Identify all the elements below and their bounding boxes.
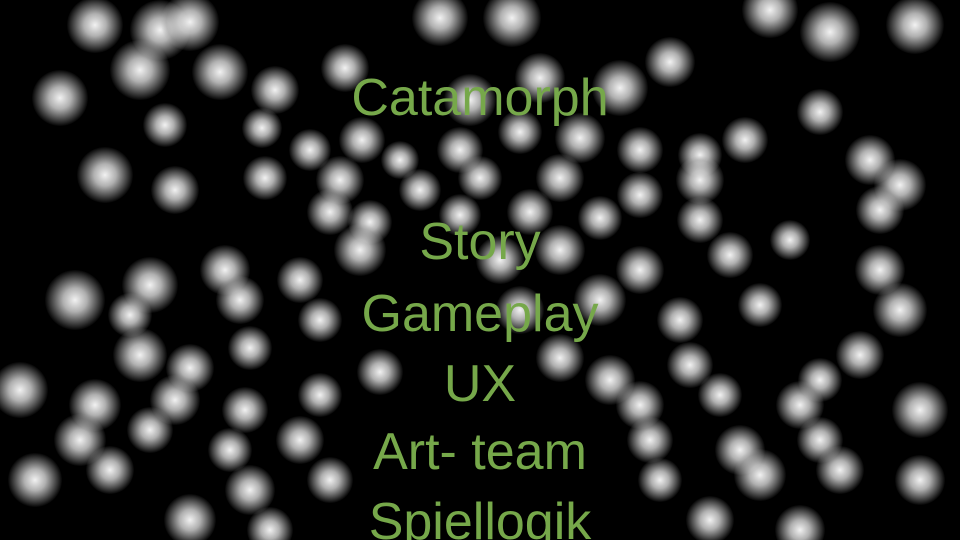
bokeh-orb <box>617 127 663 173</box>
bokeh-orb <box>8 453 62 507</box>
bokeh-orb <box>216 276 264 324</box>
bokeh-orb <box>113 328 167 382</box>
bokeh-orb <box>0 362 48 418</box>
bokeh-orb <box>657 297 703 343</box>
bokeh-orb <box>892 382 948 438</box>
bokeh-orb <box>161 0 219 51</box>
bokeh-orb <box>251 66 299 114</box>
bokeh-orb <box>321 44 369 92</box>
bokeh-orb <box>836 331 884 379</box>
bokeh-orb <box>439 194 481 236</box>
bokeh-orb <box>515 53 565 103</box>
bokeh-orb <box>895 455 945 505</box>
topic-gameplay: Gameplay <box>361 285 599 343</box>
bokeh-orb <box>677 197 723 243</box>
bokeh-orb <box>738 283 782 327</box>
bokeh-orb <box>638 458 682 502</box>
bokeh-orb <box>592 60 648 116</box>
bokeh-orb <box>247 507 293 540</box>
bokeh-orb <box>298 298 342 342</box>
bokeh-orb <box>228 326 272 370</box>
bokeh-orb <box>775 505 825 540</box>
bokeh-orb <box>627 417 673 463</box>
bokeh-orb <box>110 40 170 100</box>
bokeh-orb <box>698 373 742 417</box>
bokeh-orb <box>886 0 944 54</box>
topic-spiellogik: Spiellogik <box>368 493 592 540</box>
bokeh-orb <box>77 147 133 203</box>
bokeh-orb <box>225 465 275 515</box>
bokeh-orb <box>307 457 353 503</box>
slide-title: Catamorph <box>351 69 609 127</box>
bokeh-orb <box>127 407 173 453</box>
bokeh-orb <box>578 196 622 240</box>
bokeh-orb <box>444 74 496 126</box>
bokeh-orb <box>458 156 502 200</box>
bokeh-orb <box>276 416 324 464</box>
bokeh-orb <box>192 44 248 100</box>
bokeh-orb <box>616 246 664 294</box>
bokeh-orb <box>734 449 786 501</box>
topic-art-team: Art- team <box>373 423 587 481</box>
bokeh-orb <box>476 236 524 284</box>
bokeh-orb <box>617 172 663 218</box>
bokeh-orb <box>243 156 287 200</box>
bokeh-orb <box>67 0 123 53</box>
bokeh-orb <box>676 156 724 204</box>
bokeh-orb <box>277 257 323 303</box>
bokeh-orb <box>334 224 386 276</box>
bokeh-orb <box>574 274 626 326</box>
bokeh-orb <box>535 225 585 275</box>
topic-ux: UX <box>443 355 517 413</box>
bokeh-orb <box>151 166 199 214</box>
bokeh-orb <box>645 37 695 87</box>
bokeh-orb <box>797 89 843 135</box>
bokeh-orb <box>873 283 927 337</box>
bokeh-orb <box>45 270 105 330</box>
bokeh-orb <box>399 169 441 211</box>
bokeh-orb <box>507 189 553 235</box>
bokeh-orb <box>483 0 541 47</box>
bokeh-orb <box>86 446 134 494</box>
bokeh-orb <box>222 387 268 433</box>
bokeh-orb <box>357 349 403 395</box>
bokeh-orb <box>686 496 734 540</box>
bokeh-orb <box>816 446 864 494</box>
bokeh-orb <box>496 286 544 334</box>
bokeh-orb <box>770 220 810 260</box>
bokeh-orb <box>32 70 88 126</box>
bokeh-orb <box>339 117 385 163</box>
bokeh-orb <box>164 494 216 540</box>
bokeh-orb <box>412 0 468 46</box>
bokeh-orb <box>800 2 860 62</box>
bokeh-orb <box>722 117 768 163</box>
bokeh-orb <box>242 108 282 148</box>
bokeh-orb <box>498 110 542 154</box>
bokeh-orb <box>536 334 584 382</box>
bokeh-orb <box>298 373 342 417</box>
bokeh-orb <box>143 103 187 147</box>
bokeh-orb <box>856 186 904 234</box>
bokeh-orb <box>208 428 252 472</box>
topic-story: Story <box>419 213 541 271</box>
bokeh-orb <box>707 232 753 278</box>
